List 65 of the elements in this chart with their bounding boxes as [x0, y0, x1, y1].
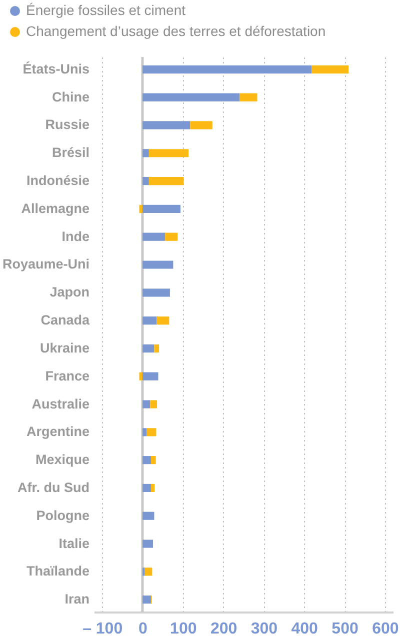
y-tick-label: Japon: [50, 284, 90, 300]
x-tick-label: 100: [170, 620, 197, 638]
bar: [142, 484, 151, 492]
y-tick-label: Australie: [32, 396, 90, 412]
y-tick-label: Afr. du Sud: [18, 480, 90, 495]
bar: [154, 344, 160, 352]
bar: [142, 93, 240, 102]
bar: [142, 372, 158, 380]
bar: [312, 65, 349, 74]
x-tick-label: 200: [210, 620, 238, 638]
bar: [142, 540, 153, 548]
bar: [142, 204, 180, 213]
bar: [156, 316, 170, 325]
bar: [142, 65, 312, 74]
y-tick-label: Canada: [40, 312, 90, 328]
bar: [142, 232, 166, 241]
bar: [190, 121, 212, 130]
y-tick-label: Italie: [58, 536, 90, 551]
y-tick-label: Thaïlande: [26, 564, 90, 579]
bar: [142, 568, 145, 576]
bar: [142, 316, 157, 325]
bar: [148, 149, 189, 158]
bar: [142, 400, 150, 408]
bar: [142, 176, 149, 186]
y-tick-label: Argentine: [26, 424, 90, 440]
bar: [142, 428, 147, 436]
bar: [142, 121, 190, 130]
bar: [146, 428, 156, 436]
y-tick-label: Royaume-Uni: [2, 256, 90, 272]
bar: [142, 512, 154, 520]
bar: [239, 93, 258, 102]
bar: [150, 400, 158, 408]
y-tick-label: Russie: [45, 117, 90, 132]
y-tick-label: États-Unis: [22, 61, 90, 76]
bar: [144, 568, 152, 576]
y-tick-label: Brésil: [52, 145, 90, 160]
y-tick-label: Indonésie: [26, 173, 90, 188]
bar: [148, 176, 184, 186]
y-tick-label: Ukraine: [40, 340, 90, 356]
bar: [142, 596, 151, 604]
x-tick-label: 400: [291, 620, 318, 638]
y-tick-label: Inde: [62, 228, 90, 244]
x-tick-label: 300: [250, 620, 278, 638]
x-tick-label: 500: [332, 620, 358, 638]
bar: [142, 149, 149, 158]
bar: [142, 288, 170, 297]
bar: [139, 204, 142, 213]
bar: [150, 484, 155, 492]
legend-label: Changement d’usage des terres et déforestation: [26, 23, 326, 39]
y-tick-label: Allemagne: [21, 200, 90, 216]
bar: [165, 232, 178, 241]
y-tick-label: Iran: [64, 592, 90, 607]
bar: [139, 372, 142, 380]
bar: [142, 260, 174, 269]
y-tick-label: Mexique: [35, 452, 90, 468]
bar: [150, 456, 156, 464]
x-tick-label: 0: [138, 620, 148, 638]
x-tick-label: 600: [372, 620, 399, 638]
bar: [142, 344, 154, 352]
y-tick-label: France: [45, 368, 90, 384]
legend-label: Énergie fossiles et ciment: [26, 2, 186, 18]
x-tick-label: – 100: [82, 620, 123, 638]
y-tick-label: Chine: [52, 89, 90, 104]
y-tick-label: Pologne: [36, 508, 90, 523]
bar: [142, 456, 151, 464]
